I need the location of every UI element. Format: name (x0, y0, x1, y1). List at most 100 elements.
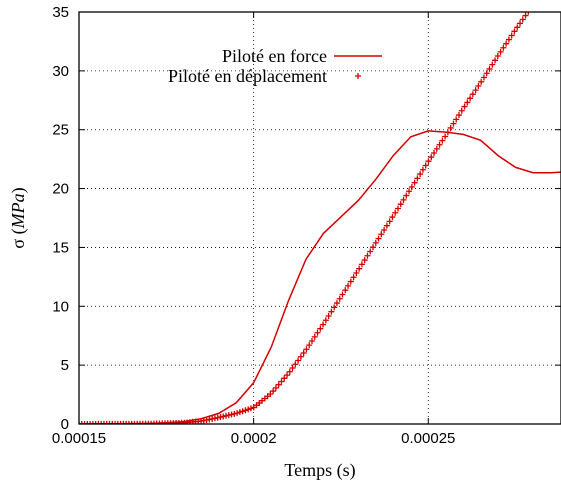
y-tick-label: 25 (52, 122, 69, 139)
series-point-deplacement (486, 65, 493, 72)
series-point-deplacement (505, 36, 512, 43)
series-point-deplacement (478, 78, 485, 85)
series-point-deplacement (223, 412, 230, 419)
series-point-deplacement (361, 257, 368, 264)
series-point-deplacement (455, 112, 462, 119)
series-point-deplacement (278, 378, 285, 385)
series-point-deplacement (400, 196, 407, 203)
series-point-deplacement (433, 145, 440, 152)
series-point-deplacement (406, 188, 413, 195)
series-point-deplacement (450, 120, 457, 127)
y-axis-title-suffix: ) (8, 187, 29, 193)
series-point-deplacement (295, 357, 302, 364)
legend-marker-plus (355, 73, 361, 79)
series-point-deplacement (494, 53, 501, 60)
series-point-deplacement (383, 222, 390, 229)
series-point-deplacement (436, 141, 443, 148)
series-point-deplacement (497, 48, 504, 55)
series-point-deplacement (303, 346, 310, 353)
series-point-deplacement (342, 287, 349, 294)
series-point-deplacement (317, 325, 324, 332)
series-point-deplacement (245, 406, 252, 413)
series-point-deplacement (386, 218, 393, 225)
series-point-deplacement (350, 274, 357, 281)
x-tick-label: 0.0002 (231, 430, 277, 447)
axis-ticks: 0 5 10 15 20 25 30 35 0.00015 0.0002 0.00025 (52, 4, 561, 447)
series-point-deplacement (461, 103, 468, 110)
x-tick-label: 0.00015 (52, 430, 106, 447)
series-point-deplacement (397, 201, 404, 208)
series-point-deplacement (403, 192, 410, 199)
y-tick-label: 20 (52, 181, 69, 198)
series-point-deplacement (275, 381, 282, 388)
series-point-deplacement (239, 408, 246, 415)
series-point-deplacement (458, 107, 465, 114)
series-point-deplacement (517, 20, 524, 27)
series-point-deplacement (469, 91, 476, 98)
series-point-deplacement (511, 28, 518, 35)
series-point-deplacement (333, 300, 340, 307)
series-point-deplacement (531, 1, 537, 7)
series-point-deplacement (431, 149, 438, 156)
series-point-deplacement (367, 248, 374, 255)
series-point-deplacement (394, 205, 401, 212)
y-tick-label: 0 (61, 416, 69, 433)
series-point-deplacement (297, 353, 304, 360)
series-point-deplacement (414, 175, 421, 182)
series-point-deplacement (492, 57, 499, 64)
series-point-deplacement (236, 409, 243, 416)
series-point-deplacement (308, 338, 315, 345)
series-point-deplacement (270, 388, 277, 395)
series-point-deplacement (320, 321, 327, 328)
y-axis-title: σ (MPa) (8, 187, 29, 248)
plot-frame (78, 11, 561, 425)
series-point-deplacement (381, 226, 388, 233)
series-point-deplacement (411, 179, 418, 186)
series-point-deplacement (467, 95, 474, 102)
series-point-deplacement (389, 214, 396, 221)
series-point-deplacement (528, 5, 534, 11)
series-point-deplacement (286, 368, 293, 375)
series-point-deplacement (284, 372, 291, 379)
series-point-deplacement (328, 308, 335, 315)
legend-marker-deplacement (355, 73, 361, 79)
series-point-deplacement (503, 40, 510, 47)
series-point-deplacement (217, 414, 224, 421)
y-tick-label: 15 (52, 239, 69, 256)
series-point-deplacement (514, 24, 521, 31)
series-point-deplacement (322, 317, 329, 324)
series-point-deplacement (225, 412, 232, 419)
series-point-deplacement (242, 407, 249, 414)
y-tick-label: 30 (52, 63, 69, 80)
y-tick-label: 5 (61, 357, 69, 374)
series-point-deplacement (370, 244, 377, 251)
x-axis-title: Temps (s) (284, 460, 355, 481)
series-point-deplacement (439, 137, 446, 144)
series-point-deplacement (522, 12, 529, 19)
series-point-deplacement (442, 133, 449, 140)
series-point-deplacement (247, 405, 254, 412)
legend-label-force: Piloté en force (222, 46, 327, 66)
series-point-deplacement (453, 116, 460, 123)
series-point-deplacement (306, 342, 313, 349)
series-point-deplacement (508, 32, 515, 39)
series-point-deplacement (378, 231, 385, 238)
series-point-deplacement (345, 282, 352, 289)
series-point-deplacement (220, 413, 227, 420)
series-point-deplacement (347, 278, 354, 285)
series-point-deplacement (331, 304, 338, 311)
series-point-deplacement (300, 350, 307, 357)
series-point-deplacement (472, 87, 479, 94)
series-point-deplacement (408, 183, 415, 190)
series-point-deplacement (353, 269, 360, 276)
series-point-deplacement (267, 390, 274, 397)
series-point-deplacement (519, 16, 526, 23)
series-point-deplacement (292, 361, 299, 368)
series-point-deplacement (356, 265, 363, 272)
series-point-deplacement (419, 166, 426, 173)
series-point-deplacement (339, 291, 346, 298)
series-point-deplacement (289, 364, 296, 371)
legend: Piloté en force Piloté en déplacement (168, 46, 382, 86)
series-point-deplacement (234, 410, 241, 417)
y-axis-title-prefix: σ ( (8, 228, 29, 248)
